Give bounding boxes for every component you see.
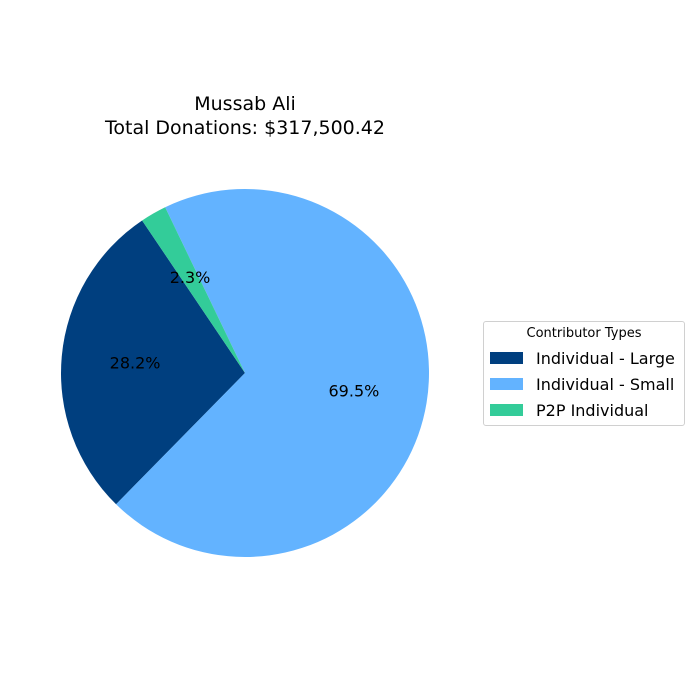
- legend-title: Contributor Types: [526, 326, 642, 341]
- slice-percent-label: 2.3%: [170, 268, 211, 287]
- legend-swatch: [490, 404, 523, 416]
- legend-swatch: [490, 352, 523, 364]
- legend-swatch: [490, 378, 523, 390]
- legend-label: P2P Individual: [536, 400, 649, 420]
- legend: Contributor Types Individual - Large Ind…: [483, 321, 685, 426]
- chart-subtitle: Total Donations: $317,500.42: [105, 117, 385, 139]
- slice-percent-label: 69.5%: [329, 381, 380, 400]
- slice-percent-label: 28.2%: [110, 353, 161, 372]
- legend-label: Individual - Small: [536, 374, 675, 394]
- pie-slice-p2p-individual: [142, 207, 245, 373]
- legend-label: Individual - Large: [536, 348, 675, 368]
- pie-slice-individual-small: [116, 188, 430, 557]
- legend-item-p2p-individual: P2P Individual: [490, 400, 648, 420]
- chart-title: Mussab Ali: [194, 93, 296, 115]
- legend-item-individual-small: Individual - Small: [490, 374, 674, 394]
- pie-slice-individual-large: [61, 220, 246, 505]
- legend-item-individual-large: Individual - Large: [490, 348, 675, 368]
